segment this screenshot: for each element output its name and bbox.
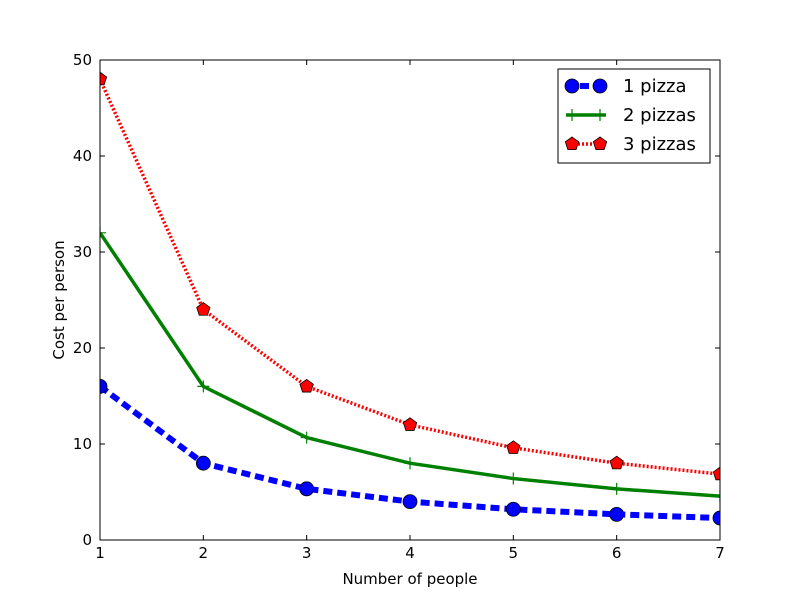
data-point <box>609 455 624 470</box>
legend-label: 1 pizza <box>623 76 687 97</box>
series-3 <box>100 71 720 481</box>
legend-marker <box>592 136 608 151</box>
y-tick-label: 40 <box>73 147 92 165</box>
data-point <box>505 501 521 517</box>
data-point <box>610 482 623 495</box>
legend-marker <box>566 109 578 121</box>
data-point <box>195 455 211 471</box>
data-point <box>196 302 211 316</box>
y-axis-label: Cost per person <box>50 240 68 359</box>
data-point <box>712 510 720 526</box>
legend-marker <box>592 78 608 94</box>
y-tick-label: 50 <box>73 51 92 69</box>
data-point <box>609 506 625 522</box>
data-point <box>506 440 521 454</box>
y-tick-label: 30 <box>73 243 92 261</box>
y-tick-label: 10 <box>73 435 92 453</box>
series-layer <box>100 71 720 526</box>
data-point <box>100 226 106 239</box>
data-point <box>402 494 418 510</box>
x-tick-label: 5 <box>509 544 519 562</box>
x-axis-label: Number of people <box>342 570 477 588</box>
data-point <box>100 71 108 86</box>
y-tick-label: 0 <box>82 531 92 549</box>
x-tick-label: 3 <box>302 544 312 562</box>
data-point <box>100 379 108 394</box>
legend-marker <box>564 78 580 94</box>
x-tick-label: 6 <box>612 544 622 562</box>
data-point <box>299 481 315 497</box>
data-point <box>507 472 520 485</box>
series-1 <box>100 379 720 526</box>
y-tick-label: 20 <box>73 339 92 357</box>
legend-item-1: 1 pizza <box>564 76 687 97</box>
legend-label: 3 pizzas <box>623 134 696 155</box>
legend: 1 pizza 2 pizzas 3 pizzas <box>557 68 711 164</box>
legend-marker <box>594 109 606 121</box>
series-2 <box>100 226 720 503</box>
x-tick-label: 2 <box>199 544 209 562</box>
x-tick-label: 1 <box>95 544 105 562</box>
data-point <box>402 417 418 431</box>
legend-item-2: 2 pizzas <box>566 105 696 126</box>
data-point <box>197 380 210 393</box>
data-point <box>714 490 720 503</box>
data-point <box>300 431 313 444</box>
legend-item-3: 3 pizzas <box>564 134 696 155</box>
x-tick-label: 7 <box>715 544 725 562</box>
x-tick-label: 4 <box>405 544 415 562</box>
data-point <box>404 457 416 470</box>
data-point <box>712 466 720 481</box>
tick-layer: 1 2 3 4 5 6 7 0 10 20 30 40 50 <box>73 51 725 562</box>
data-point <box>299 378 314 393</box>
legend-label: 2 pizzas <box>623 105 696 126</box>
legend-marker <box>564 136 580 151</box>
